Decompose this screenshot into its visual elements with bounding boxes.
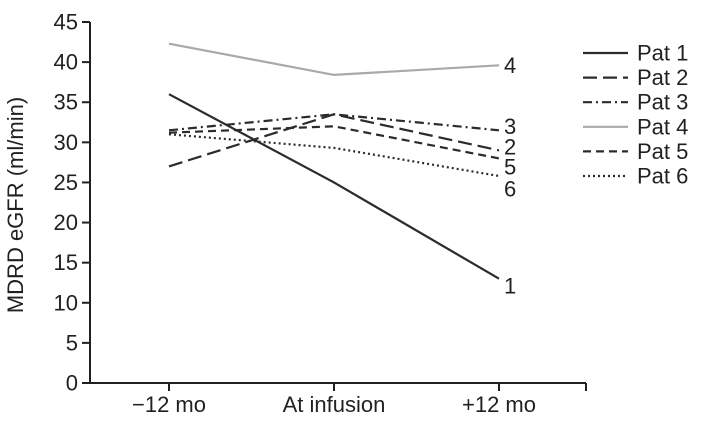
series-lines bbox=[168, 42, 500, 280]
y-tick-label-0: 0 bbox=[66, 371, 78, 396]
x-tick-label-1: At infusion bbox=[283, 392, 386, 417]
legend-label: Pat 4 bbox=[637, 114, 688, 139]
series-line-pat-3 bbox=[168, 113, 500, 132]
series-line-pat-6 bbox=[168, 133, 500, 178]
legend-item-pat-5: Pat 5 bbox=[583, 139, 688, 164]
legend-label: Pat 3 bbox=[637, 90, 688, 115]
legend-label: Pat 6 bbox=[637, 164, 688, 189]
y-tick-label-35: 35 bbox=[54, 90, 78, 115]
y-tick-label-30: 30 bbox=[54, 130, 78, 155]
y-axis-title: MDRD eGFR (ml/min) bbox=[3, 97, 28, 313]
series-end-label-2: 2 bbox=[504, 135, 516, 160]
y-tick-label-40: 40 bbox=[54, 50, 78, 75]
x-tick-label-2: +12 mo bbox=[462, 392, 536, 417]
series-end-label-6: 6 bbox=[504, 176, 516, 201]
legend-label: Pat 1 bbox=[637, 41, 688, 66]
series-line-pat-1 bbox=[168, 93, 500, 280]
series-end-label-1: 1 bbox=[504, 273, 516, 298]
y-tick-label-20: 20 bbox=[54, 210, 78, 235]
series-end-label-5: 5 bbox=[504, 155, 516, 180]
legend-label: Pat 5 bbox=[637, 139, 688, 164]
legend-item-pat-2: Pat 2 bbox=[583, 65, 688, 90]
y-tick-label-15: 15 bbox=[54, 250, 78, 275]
legend-label: Pat 2 bbox=[637, 65, 688, 90]
x-tick-label-0: −12 mo bbox=[132, 392, 206, 417]
legend-item-pat-1: Pat 1 bbox=[583, 41, 688, 66]
legend-item-pat-3: Pat 3 bbox=[583, 90, 688, 115]
series-line-pat-4 bbox=[168, 42, 500, 77]
y-tick-label-25: 25 bbox=[54, 170, 78, 195]
series-end-label-4: 4 bbox=[504, 53, 516, 78]
series-line-pat-2 bbox=[168, 113, 500, 168]
series-line-pat-5 bbox=[168, 125, 500, 160]
legend-item-pat-6: Pat 6 bbox=[583, 164, 688, 189]
series-end-labels: 1 23 4 56 bbox=[504, 53, 516, 299]
y-tick-label-45: 45 bbox=[54, 10, 78, 35]
y-tick-label-10: 10 bbox=[54, 290, 78, 315]
legend-item-pat-4: Pat 4 bbox=[583, 114, 688, 139]
series-end-label-3: 3 bbox=[504, 114, 516, 139]
y-tick-label-5: 5 bbox=[66, 330, 78, 355]
